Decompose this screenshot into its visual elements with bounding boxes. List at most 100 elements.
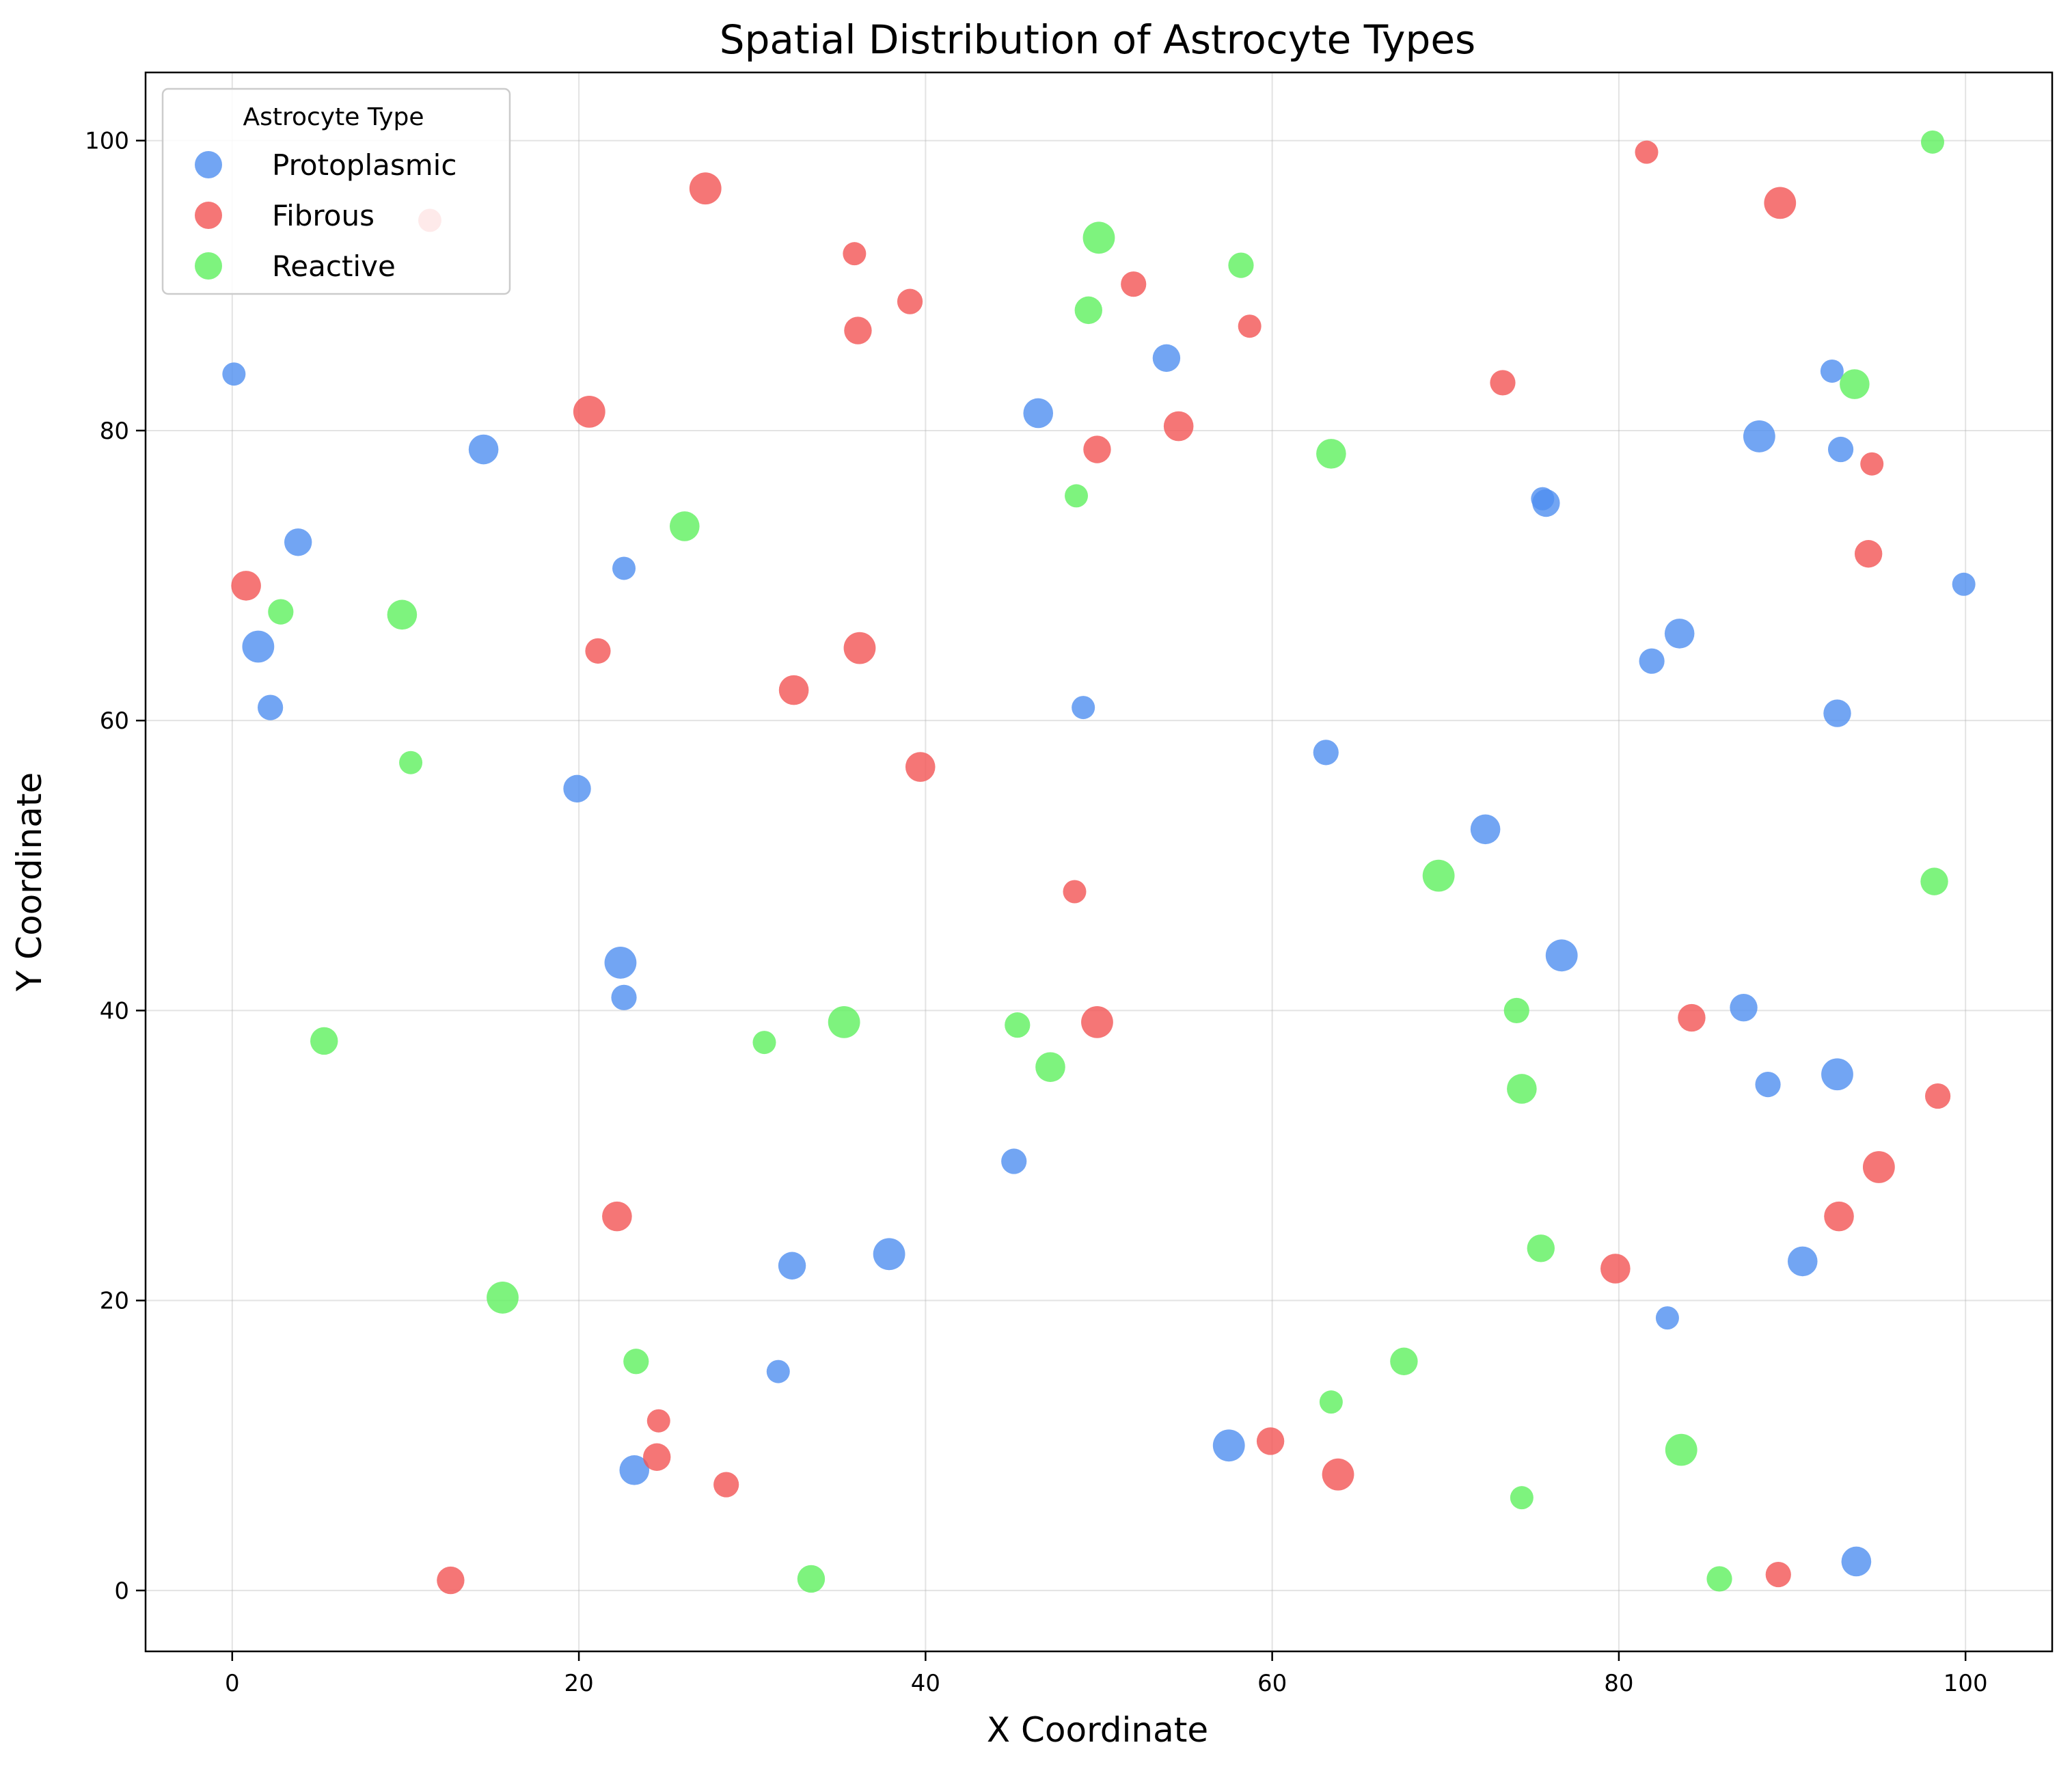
data-point-protoplasmic [1545, 939, 1578, 972]
data-point-fibrous [843, 242, 867, 266]
x-tick-label: 20 [564, 1670, 593, 1697]
data-point-protoplasmic [1827, 436, 1854, 463]
plot-area-frame [144, 71, 2054, 1653]
data-point-protoplasmic [1152, 344, 1181, 373]
data-point-reactive [797, 1565, 826, 1593]
y-tick-label: 80 [100, 418, 129, 445]
legend-label-reactive: Reactive [272, 249, 396, 283]
data-point-fibrous [437, 1566, 465, 1595]
data-point-fibrous [1854, 540, 1883, 568]
data-point-reactive [1390, 1347, 1418, 1375]
data-point-fibrous [231, 571, 261, 601]
data-point-protoplasmic [1212, 1429, 1245, 1462]
data-points [222, 130, 1976, 1595]
data-point-reactive [1074, 296, 1102, 325]
data-point-protoplasmic [468, 434, 499, 465]
data-point-protoplasmic [1821, 1058, 1853, 1091]
y-tick-label: 100 [85, 128, 129, 155]
data-point-fibrous [905, 752, 936, 782]
data-point-fibrous [602, 1201, 632, 1232]
data-point-reactive [1005, 1012, 1031, 1038]
x-tick-label: 100 [1944, 1670, 1988, 1697]
data-point-fibrous [1824, 1201, 1854, 1232]
data-point-fibrous [585, 638, 611, 664]
data-point-reactive [1082, 221, 1115, 254]
data-point-protoplasmic [766, 1360, 790, 1383]
data-point-reactive [1507, 1074, 1537, 1104]
data-point-protoplasmic [1952, 572, 1976, 596]
legend-marker-fibrous [195, 202, 222, 229]
legend-label-fibrous: Fibrous [272, 199, 374, 232]
data-point-reactive [1319, 1390, 1343, 1414]
data-point-fibrous [646, 1409, 670, 1433]
y-tick-label: 0 [114, 1578, 129, 1605]
data-point-protoplasmic [604, 947, 637, 979]
data-point-protoplasmic [1072, 696, 1095, 720]
data-point-reactive [670, 511, 700, 541]
data-point-fibrous [1322, 1458, 1354, 1491]
data-point-fibrous [1925, 1083, 1951, 1109]
data-point-protoplasmic [612, 556, 636, 580]
data-point-protoplasmic [1730, 993, 1758, 1022]
data-point-reactive [1527, 1234, 1555, 1262]
data-point-protoplasmic [222, 362, 246, 386]
data-point-reactive [310, 1027, 338, 1055]
data-point-fibrous [1083, 435, 1111, 463]
data-point-fibrous [1256, 1427, 1285, 1455]
y-tick-label: 60 [100, 707, 129, 735]
data-point-protoplasmic [242, 630, 275, 663]
data-point-fibrous [1238, 314, 1262, 338]
y-tick-label: 20 [100, 1288, 129, 1315]
data-point-reactive [399, 751, 423, 774]
data-point-fibrous [1163, 411, 1194, 442]
legend-box [161, 87, 511, 295]
data-point-fibrous [1678, 1003, 1706, 1032]
data-point-protoplasmic [284, 528, 312, 556]
data-point-fibrous [573, 395, 605, 428]
data-point-protoplasmic [1001, 1148, 1027, 1174]
data-point-protoplasmic [1655, 1306, 1679, 1330]
data-point-fibrous [689, 172, 722, 205]
data-point-protoplasmic [1313, 740, 1339, 766]
data-point-fibrous [713, 1472, 739, 1498]
data-point-protoplasmic [873, 1238, 905, 1271]
data-point-reactive [1228, 252, 1254, 278]
data-point-protoplasmic [1841, 1546, 1872, 1577]
data-point-reactive [1316, 439, 1346, 469]
data-point-reactive [387, 599, 418, 630]
data-point-protoplasmic [1470, 814, 1501, 845]
data-point-reactive [1706, 1566, 1732, 1592]
data-point-protoplasmic [1023, 398, 1054, 429]
data-point-fibrous [778, 675, 809, 705]
data-point-fibrous [843, 632, 876, 664]
data-point-protoplasmic [1639, 648, 1665, 674]
data-point-reactive [1665, 1433, 1698, 1466]
legend-title: Astrocyte Type [243, 103, 424, 131]
data-point-fibrous [1765, 1561, 1791, 1588]
data-point-fibrous [1600, 1254, 1631, 1284]
legend-marker-protoplasmic [195, 151, 222, 178]
data-point-reactive [1920, 867, 1948, 895]
gridlines [146, 72, 2052, 1651]
data-point-reactive [752, 1031, 776, 1055]
legend-label-protoplasmic: Protoplasmic [272, 148, 456, 182]
data-point-protoplasmic [1532, 489, 1560, 517]
data-point-protoplasmic [619, 1455, 650, 1485]
data-point-protoplasmic [611, 984, 637, 1010]
x-tick-label: 40 [911, 1670, 940, 1697]
x-tick-label: 0 [225, 1670, 240, 1697]
data-point-reactive [268, 599, 294, 625]
data-point-reactive [623, 1349, 649, 1375]
data-point-protoplasmic [563, 774, 591, 803]
data-point-fibrous [897, 288, 923, 314]
data-point-protoplasmic [1823, 699, 1851, 727]
data-point-reactive [487, 1282, 519, 1314]
axis-ticks: 0 20 40 60 80 100 0 20 40 60 80 100 [85, 128, 1988, 1697]
x-tick-label: 80 [1604, 1670, 1633, 1697]
data-point-reactive [1840, 369, 1870, 399]
legend: Astrocyte Type Protoplasmic Fibrous Reacti… [161, 87, 511, 295]
legend-marker-reactive [195, 252, 222, 280]
data-point-fibrous [1862, 1151, 1895, 1183]
data-point-fibrous [643, 1443, 671, 1471]
